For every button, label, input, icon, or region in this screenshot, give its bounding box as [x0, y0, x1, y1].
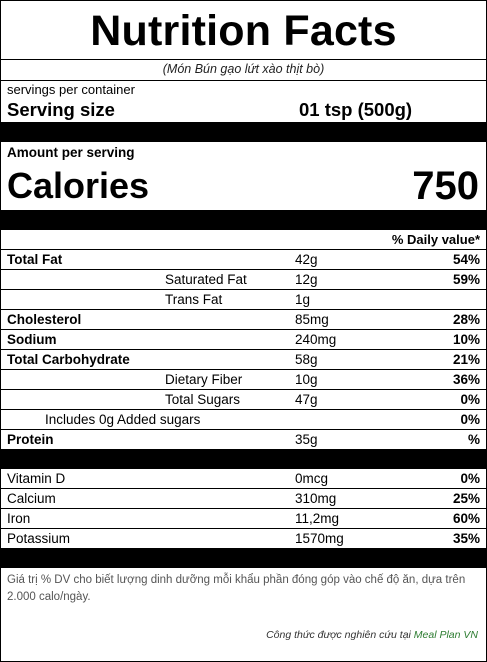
- nutrient-row: Sodium 240mg 10%: [1, 330, 486, 350]
- nutrient-name: Protein: [7, 432, 54, 447]
- nutrient-amount: 35g: [295, 432, 318, 447]
- nutrient-name: Total Carbohydrate: [7, 352, 130, 367]
- dish-name: (Món Bún gạo lứt xào thịt bò): [1, 60, 486, 81]
- calories-value: 750: [412, 164, 479, 208]
- credit-link[interactable]: Meal Plan VN: [413, 629, 478, 641]
- nutrient-name: Saturated Fat: [165, 272, 247, 287]
- nutrient-row: Trans Fat 1g: [1, 290, 486, 310]
- serving-size-row: Serving size 01 tsp (500g): [1, 98, 486, 122]
- nutrient-dv: 21%: [452, 352, 480, 367]
- calories-label: Calories: [7, 165, 150, 206]
- servings-per-container: servings per container: [7, 82, 135, 97]
- serving-size-value: 01 tsp (500g): [299, 99, 413, 120]
- nutrient-amount: 12g: [295, 272, 318, 287]
- nutrient-row: Protein 35g %: [1, 430, 486, 449]
- nutrient-dv: 0%: [460, 412, 480, 427]
- nutrient-row: Total Carbohydrate 58g 21%: [1, 350, 486, 370]
- daily-value-header: % Daily value*: [1, 230, 486, 250]
- nutrient-amount: 10g: [295, 372, 318, 387]
- credit-line: Công thức được nghiên cứu tại Meal Plan …: [266, 629, 478, 641]
- divider-thick: [1, 122, 486, 142]
- divider-medium: [1, 210, 486, 230]
- nutrient-amount: 58g: [295, 352, 318, 367]
- nutrient-name: Includes 0g Added sugars: [45, 412, 201, 427]
- divider-thick: [1, 548, 486, 568]
- vitamin-amount: 310mg: [295, 491, 337, 506]
- vitamin-dv: 0%: [460, 471, 480, 486]
- vitamin-row: Calcium 310mg 25%: [1, 489, 486, 509]
- credit-text: Công thức được nghiên cứu tại: [266, 629, 414, 641]
- nutrient-row: Saturated Fat 12g 59%: [1, 270, 486, 290]
- vitamin-dv: 25%: [452, 491, 480, 506]
- calories-row: Calories 750: [1, 162, 486, 210]
- nutrient-dv: 10%: [452, 332, 480, 347]
- amount-per-serving: Amount per serving: [7, 145, 135, 160]
- nutrient-dv: 54%: [452, 252, 480, 267]
- nutrient-name: Trans Fat: [165, 292, 223, 307]
- nutrient-name: Total Sugars: [165, 392, 241, 407]
- nutrient-row: Total Fat 42g 54%: [1, 250, 486, 270]
- nutrient-amount: 1g: [295, 292, 311, 307]
- nutrient-name: Cholesterol: [7, 312, 82, 327]
- nutrient-row: Cholesterol 85mg 28%: [1, 310, 486, 330]
- nutrient-row: Includes 0g Added sugars 0%: [1, 410, 486, 430]
- nutrient-name: Total Fat: [7, 252, 63, 267]
- vitamin-name: Calcium: [7, 491, 56, 506]
- nutrient-dv: 59%: [452, 272, 480, 287]
- vitamin-row: Iron 11,2mg 60%: [1, 509, 486, 529]
- nutrient-dv: 28%: [452, 312, 480, 327]
- nutrient-amount: 47g: [295, 392, 318, 407]
- serving-size-label: Serving size: [7, 99, 115, 120]
- nutrient-amount: 240mg: [295, 332, 337, 347]
- nutrient-dv: %: [467, 432, 480, 447]
- vitamin-row: Vitamin D 0mcg 0%: [1, 469, 486, 489]
- vitamin-amount: 1570mg: [295, 531, 344, 546]
- vitamin-amount: 0mcg: [295, 471, 329, 486]
- vitamin-dv: 60%: [452, 511, 480, 526]
- vitamin-dv: 35%: [452, 531, 480, 546]
- vitamin-row: Potassium 1570mg 35%: [1, 529, 486, 548]
- label-title: Nutrition Facts: [1, 1, 486, 60]
- nutrient-amount: 42g: [295, 252, 318, 267]
- nutrient-row: Total Sugars 47g 0%: [1, 390, 486, 410]
- nutrient-dv: 36%: [452, 372, 480, 387]
- nutrient-dv: 0%: [460, 392, 480, 407]
- vitamin-name: Potassium: [7, 531, 71, 546]
- nutrient-amount: 85mg: [295, 312, 329, 327]
- footnote: Giá trị % DV cho biết lượng dinh dưỡng m…: [7, 574, 466, 603]
- nutrient-row: Dietary Fiber 10g 36%: [1, 370, 486, 390]
- nutrient-name: Sodium: [7, 332, 57, 347]
- vitamin-name: Iron: [7, 511, 31, 526]
- vitamin-name: Vitamin D: [7, 471, 66, 486]
- divider-thick: [1, 449, 486, 469]
- nutrient-name: Dietary Fiber: [165, 372, 243, 387]
- vitamin-amount: 11,2mg: [295, 511, 340, 526]
